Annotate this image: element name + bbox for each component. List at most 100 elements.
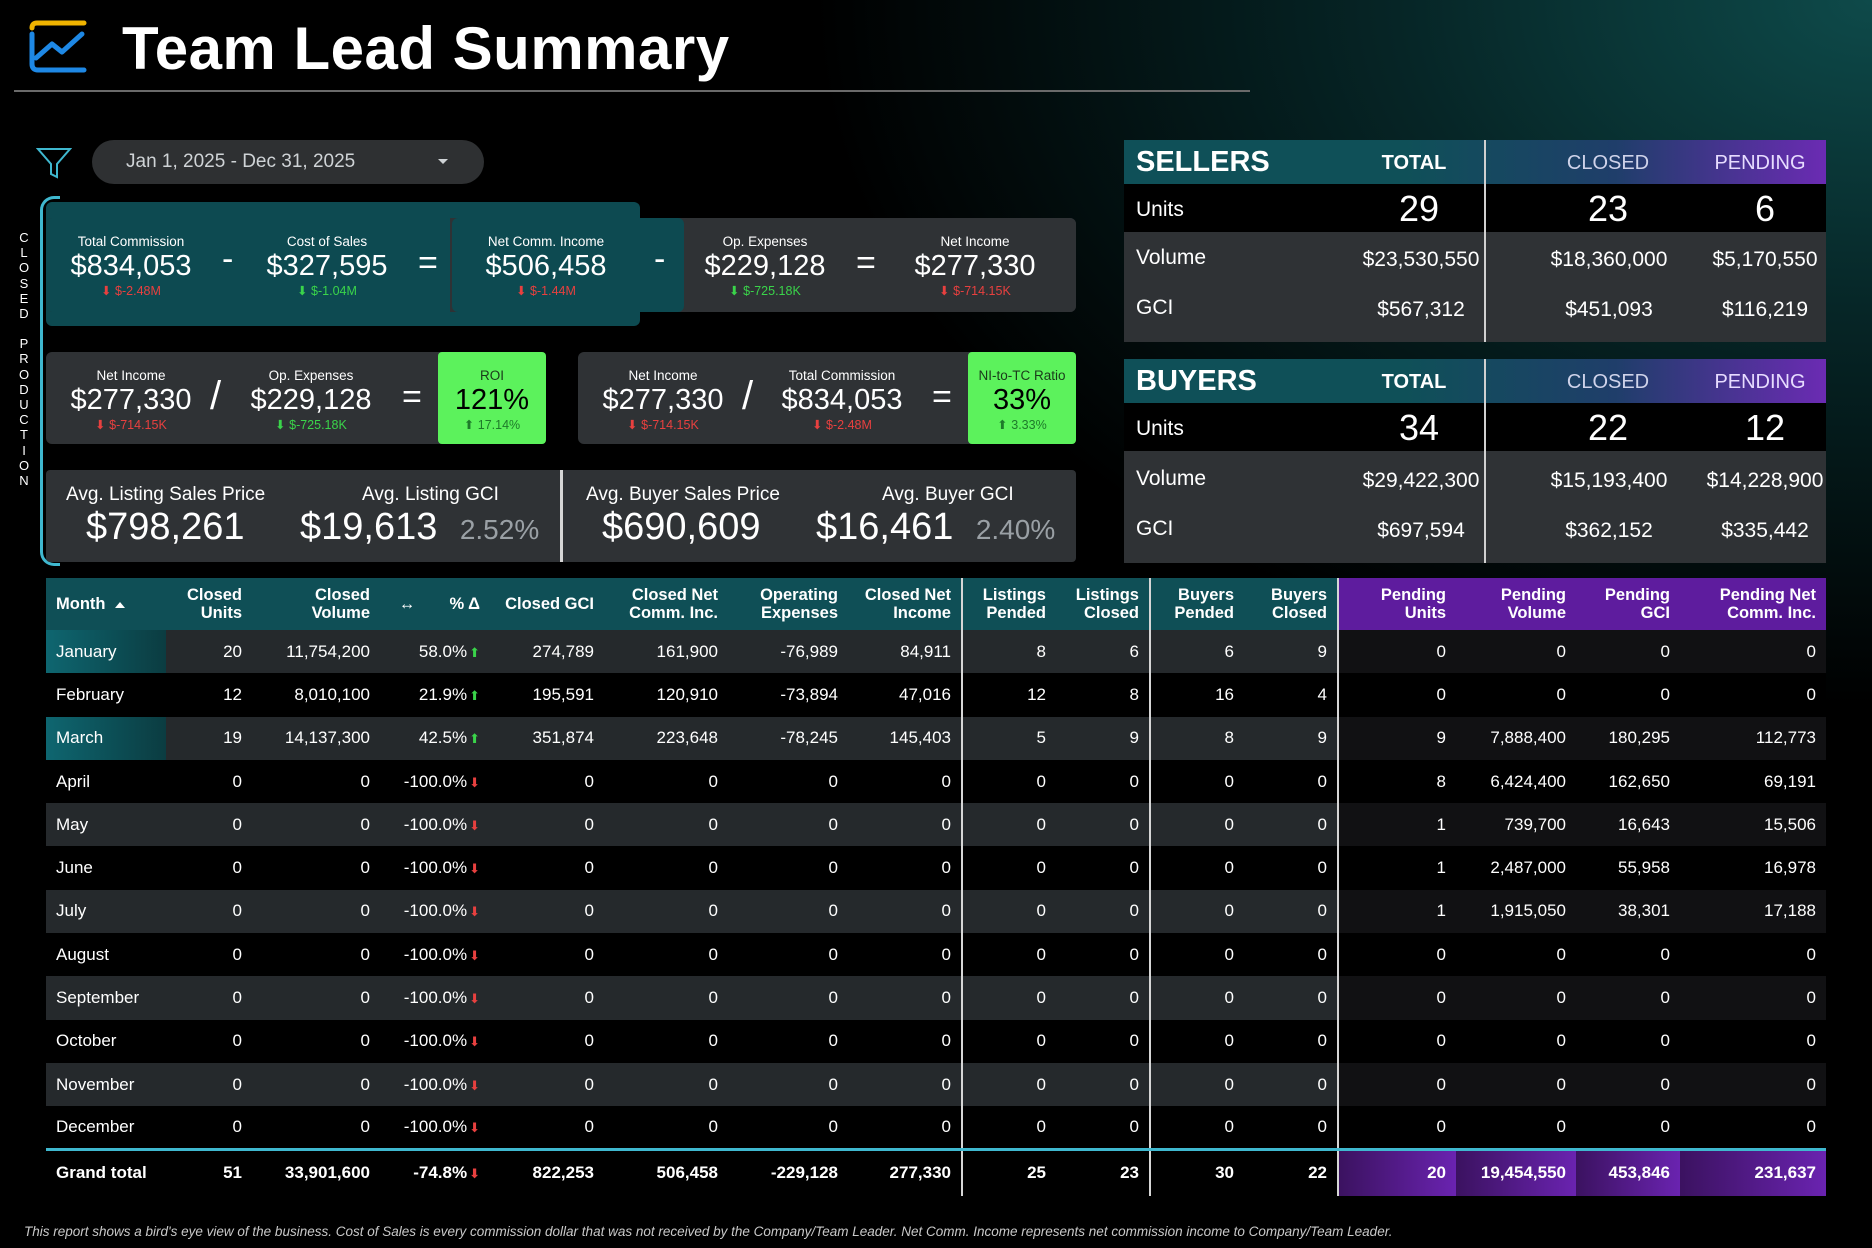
arrow-down-icon: ⬇: [469, 1034, 480, 1050]
pct-change-value: -100.0%: [403, 1031, 468, 1051]
kpi-delta: ⬆ 17.14%: [463, 418, 521, 432]
table-cell: 38,301: [1576, 889, 1680, 934]
pct-change-value: -100.0%: [403, 944, 468, 964]
table-cell: 0: [728, 759, 848, 804]
avg-pct: 2.52%: [459, 514, 540, 545]
sellers-detail: Volume $23,530,550 $18,360,000 $5,170,55…: [1124, 232, 1826, 342]
table-cell: 0: [1338, 630, 1456, 674]
table-cell: 1: [1338, 889, 1456, 934]
table-cell: 0: [728, 1106, 848, 1150]
kpi-net-comm-income: Net Comm. Income $506,458 ⬇ $-1.44M: [470, 234, 622, 298]
table-cell: Grand total: [46, 1148, 166, 1196]
table-cell: May: [46, 803, 166, 847]
column-header: Listings Closed: [1056, 578, 1151, 630]
table-row: March 19 14,137,300 42.5% ⬆ 351,874 223,648 -78…: [46, 716, 1826, 760]
table-cell: 55,958: [1576, 846, 1680, 890]
filter-icon[interactable]: [36, 145, 72, 181]
table-row: April 0 0 -100.0% ⬇ 0 0 0 0 0 0 0 0 8 6,424,400 162,650…: [46, 759, 1826, 804]
pct-change-value: -100.0%: [403, 858, 468, 878]
table-cell: February: [46, 673, 166, 717]
table-cell: 0: [1338, 1106, 1456, 1150]
table-cell: 0: [490, 1106, 604, 1150]
kpi-label: Net Income: [628, 368, 698, 383]
table-cell: 0: [604, 1019, 728, 1063]
table-cell: 0: [962, 933, 1056, 977]
table-cell: 11,754,200: [252, 630, 380, 674]
table-cell: 0: [1456, 1062, 1576, 1107]
table-cell: 0: [166, 1019, 252, 1063]
table-cell: 0: [1056, 803, 1151, 847]
table-cell: 277,330: [848, 1148, 963, 1196]
table-cell: 0: [1244, 976, 1339, 1020]
col-total: TOTAL: [1381, 152, 1447, 174]
date-range-picker[interactable]: Jan 1, 2025 - Dec 31, 2025: [92, 140, 484, 184]
table-cell: April: [46, 759, 166, 804]
table-cell: 0: [728, 846, 848, 890]
table-cell: -100.0% ⬇: [380, 759, 490, 804]
sellers-card: SELLERS TOTAL CLOSED PENDING Units 29 23…: [1124, 140, 1826, 342]
table-cell: 0: [728, 889, 848, 934]
ratio-highlight: [968, 352, 1076, 444]
table-cell: 0: [848, 1062, 963, 1107]
column-header: Pending Units: [1338, 578, 1456, 630]
gci-total: $567,312: [1377, 298, 1465, 321]
table-cell: 0: [1150, 803, 1244, 847]
table-cell: -78,245: [728, 716, 848, 760]
table-cell: 9: [1244, 716, 1339, 760]
table-cell: 58.0% ⬆: [380, 630, 490, 674]
avg-pct: 2.40%: [975, 514, 1056, 545]
table-cell: 0: [1150, 976, 1244, 1020]
kpi-delta: ⬇ $-714.15K: [939, 284, 1011, 298]
table-cell: 0: [1456, 630, 1576, 674]
table-cell: 5: [962, 716, 1056, 760]
sellers-title: SELLERS: [1136, 146, 1270, 178]
table-cell: 0: [1456, 976, 1576, 1020]
kpi-label: Net Income: [940, 234, 1010, 249]
row-label: Volume: [1136, 467, 1207, 490]
ratio-total-commission: Total Commission $834,053 ⬇ $-2.48M: [766, 368, 918, 432]
table-cell: 84,911: [848, 630, 963, 674]
table-cell: 6,424,400: [1456, 759, 1576, 804]
table-cell: 7,888,400: [1456, 716, 1576, 760]
table-cell: 0: [166, 846, 252, 890]
table-header-row: Month Closed Units Closed Volume ↔ % Δ Closed…: [46, 578, 1826, 630]
table-cell: 0: [166, 933, 252, 977]
units-pending: 6: [1754, 188, 1776, 229]
table-cell: 21.9% ⬆: [380, 673, 490, 717]
table-cell: August: [46, 933, 166, 977]
footnote: This report shows a bird's eye view of t…: [24, 1224, 1393, 1239]
kpi-label: Op. Expenses: [268, 368, 354, 383]
side-label-letter: C: [19, 412, 29, 428]
table-row: August 0 0 -100.0% ⬇ 0 0 0 0 0 0 0 0 0 0 0 0: [46, 933, 1826, 977]
arrow-down-icon: ⬇: [469, 1166, 480, 1182]
table-cell: 0: [1150, 1062, 1244, 1107]
table-cell: 0: [1244, 1019, 1339, 1063]
table-cell: 17,188: [1680, 889, 1826, 934]
table-cell: 0: [490, 803, 604, 847]
table-cell: November: [46, 1062, 166, 1107]
table-cell: 8: [1338, 759, 1456, 804]
table-cell: 0: [1338, 933, 1456, 977]
equals-operator: =: [402, 378, 422, 416]
table-cell: 0: [166, 1106, 252, 1150]
avg-value: $19,613: [300, 506, 438, 548]
table-cell: 0: [604, 803, 728, 847]
table-cell: 0: [962, 889, 1056, 934]
table-cell: 0: [962, 1062, 1056, 1107]
side-label-letter: D: [19, 381, 29, 397]
sellers-header: SELLERS TOTAL CLOSED PENDING: [1124, 140, 1826, 184]
column-header: Buyers Closed: [1244, 578, 1339, 630]
kpi-label: Total Commission: [77, 234, 185, 249]
table-cell: 0: [252, 846, 380, 890]
units-pending: 12: [1744, 407, 1786, 448]
table-cell: 20: [166, 630, 252, 674]
table-cell: 30: [1150, 1148, 1244, 1196]
table-cell: 9: [1244, 630, 1339, 674]
table-cell: -100.0% ⬇: [380, 1019, 490, 1063]
table-row: October 0 0 -100.0% ⬇ 0 0 0 0 0 0 0 0 0 0 0 0: [46, 1019, 1826, 1063]
table-row: May 0 0 -100.0% ⬇ 0 0 0 0 0 0 0 0 1 739,700 16,643 15,50…: [46, 803, 1826, 847]
table-cell: 0: [1056, 933, 1151, 977]
side-label-letter: L: [20, 245, 28, 261]
column-header[interactable]: Month: [46, 578, 166, 630]
arrow-down-icon: ⬇: [469, 1077, 480, 1093]
